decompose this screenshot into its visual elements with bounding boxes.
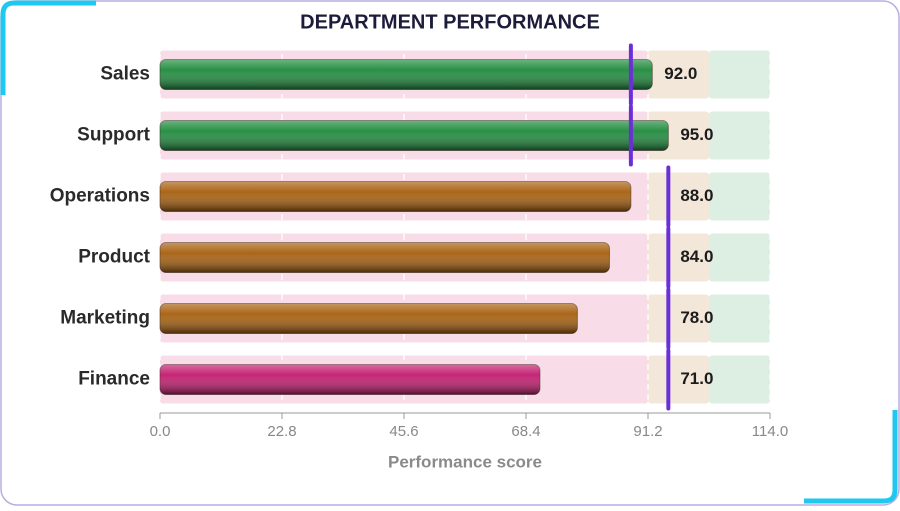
bar-shine — [160, 181, 631, 212]
corner-accent — [0, 0, 96, 95]
y-tick-label: Sales — [100, 64, 150, 85]
value-label: 95.0 — [680, 125, 713, 144]
range-band — [648, 50, 709, 99]
y-tick-label: Finance — [78, 369, 150, 390]
x-tick-label: 91.2 — [633, 423, 662, 440]
bar-shine — [160, 59, 653, 90]
value-label: 88.0 — [680, 186, 713, 205]
range-band — [648, 172, 709, 221]
value-label: 71.0 — [680, 369, 713, 388]
range-band — [648, 294, 709, 343]
range-band — [709, 172, 770, 221]
x-tick-label: 45.6 — [389, 423, 418, 440]
range-band — [709, 294, 770, 343]
range-band — [709, 111, 770, 160]
bar-shine — [160, 242, 610, 273]
x-tick-label: 114.0 — [752, 423, 788, 440]
range-band — [709, 233, 770, 282]
value-label: 84.0 — [680, 247, 713, 266]
range-band — [709, 355, 770, 404]
value-label: 78.0 — [680, 308, 713, 327]
corner-accent — [804, 410, 898, 504]
y-tick-label: Support — [77, 125, 150, 146]
x-tick-label: 0.0 — [150, 423, 171, 440]
chart-title: DEPARTMENT PERFORMANCE — [300, 11, 600, 33]
x-tick-label: 68.4 — [511, 423, 540, 440]
bar-shine — [160, 364, 540, 395]
bar-shine — [160, 303, 578, 334]
range-band — [648, 233, 709, 282]
y-tick-label: Operations — [50, 186, 150, 207]
x-tick-label: 22.8 — [267, 423, 296, 440]
y-tick-label: Marketing — [60, 308, 150, 329]
range-band — [648, 355, 709, 404]
bar-shine — [160, 120, 669, 151]
range-band — [709, 50, 770, 99]
value-label: 92.0 — [664, 64, 697, 83]
y-tick-label: Product — [78, 247, 150, 268]
x-axis-title: Performance score — [388, 452, 542, 471]
